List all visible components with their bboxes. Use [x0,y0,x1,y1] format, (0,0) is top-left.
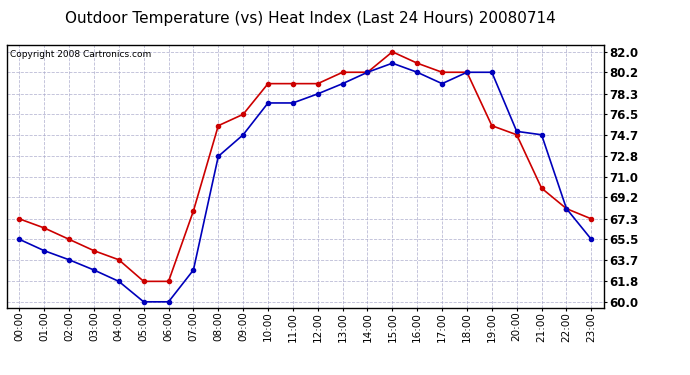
Text: Outdoor Temperature (vs) Heat Index (Last 24 Hours) 20080714: Outdoor Temperature (vs) Heat Index (Las… [65,11,556,26]
Text: Copyright 2008 Cartronics.com: Copyright 2008 Cartronics.com [10,50,151,59]
